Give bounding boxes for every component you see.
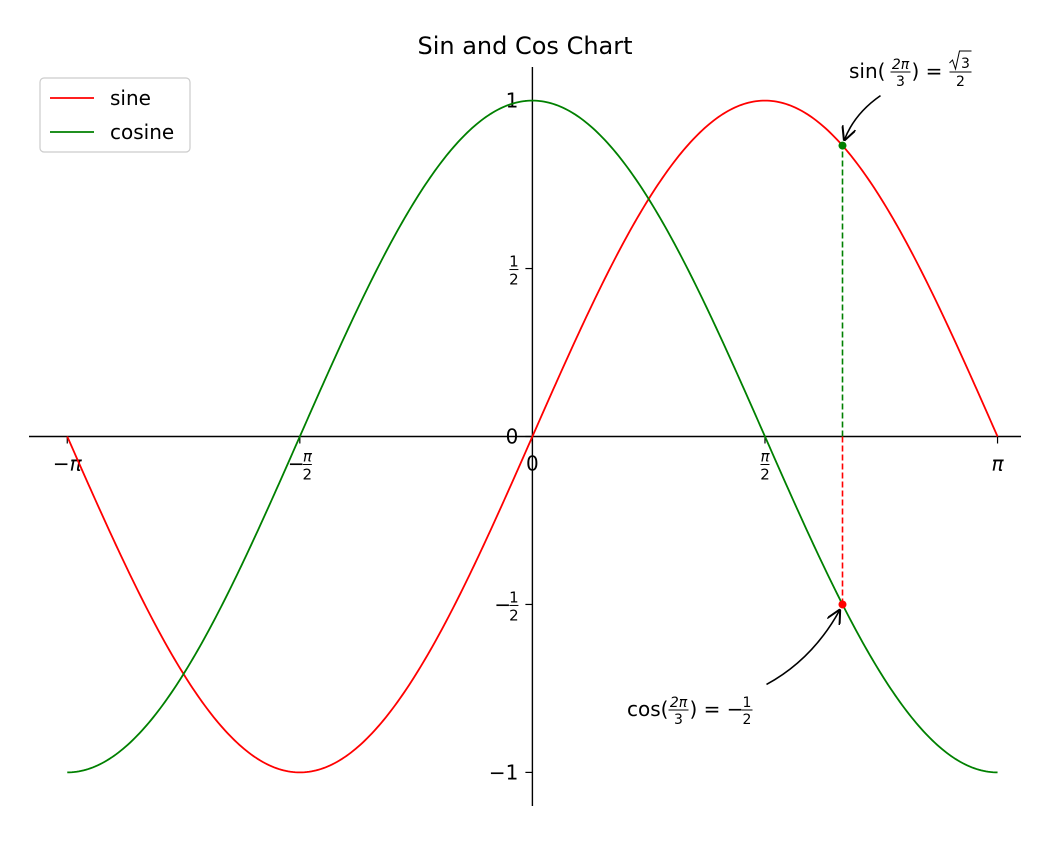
fraction-denominator: 2	[743, 712, 752, 728]
tick-text: −π	[53, 452, 83, 476]
point-marker	[838, 600, 847, 609]
tick-numerator: 1	[509, 588, 519, 606]
fraction-numerator: 1	[743, 695, 752, 711]
tick-minus: −	[288, 452, 305, 476]
annotation-eq: ) =	[912, 59, 943, 83]
y-tick-label: 0	[506, 425, 519, 449]
x-tick-label: 0	[526, 452, 539, 476]
y-tick-label: 12	[509, 253, 519, 289]
tick-text: 0	[526, 452, 539, 476]
tick-denominator: 2	[760, 466, 770, 484]
tick-text: 1	[506, 89, 519, 113]
annotation-cos: cos(2π3 ) = − 12	[627, 610, 839, 728]
tick-numerator: π	[303, 448, 313, 466]
x-tick-label: −π	[53, 452, 83, 476]
y-tick-label: −1	[489, 760, 518, 784]
annotation-eq: ) = −	[690, 697, 744, 721]
y-tick-label: −12	[494, 588, 518, 624]
tick-minus: −	[494, 592, 511, 616]
annotation-arrow	[844, 94, 881, 140]
sqrt-sign	[949, 50, 972, 71]
legend: sine cosine	[39, 77, 191, 153]
tick-denominator: 2	[303, 466, 313, 484]
point-marker	[838, 141, 847, 150]
annotation-sin: sin(2π3) = 32	[844, 50, 972, 140]
legend-label-sine: sine	[110, 86, 151, 110]
point-markers	[838, 141, 847, 609]
fraction-denominator: 3	[674, 712, 683, 728]
tick-numerator: π	[760, 448, 770, 466]
y-tick-label: 1	[506, 89, 519, 113]
fraction-denominator: 3	[896, 74, 905, 90]
tick-denominator: 2	[509, 606, 519, 624]
sqrt-number: 3	[961, 56, 970, 72]
x-tick-label: π2	[760, 448, 770, 484]
legend-label-cosine: cosine	[110, 120, 174, 144]
x-tick-label: π	[992, 452, 1005, 476]
tick-text: 0	[506, 425, 519, 449]
chart-title: Sin and Cos Chart	[417, 32, 632, 60]
legend-box	[39, 77, 191, 153]
tick-denominator: 2	[509, 271, 519, 289]
tick-numerator: 1	[509, 253, 519, 271]
tick-text: −1	[489, 760, 518, 784]
annotation-func: cos(	[627, 697, 668, 721]
x-tick-label: −π2	[288, 448, 313, 484]
tick-text: π	[992, 452, 1005, 476]
annotation-func: sin(	[849, 59, 885, 83]
annotation-arrow	[766, 610, 839, 686]
fraction-numerator: 2π	[892, 57, 910, 73]
fraction-denominator: 2	[956, 74, 965, 90]
fraction-numerator: 2π	[670, 695, 688, 711]
